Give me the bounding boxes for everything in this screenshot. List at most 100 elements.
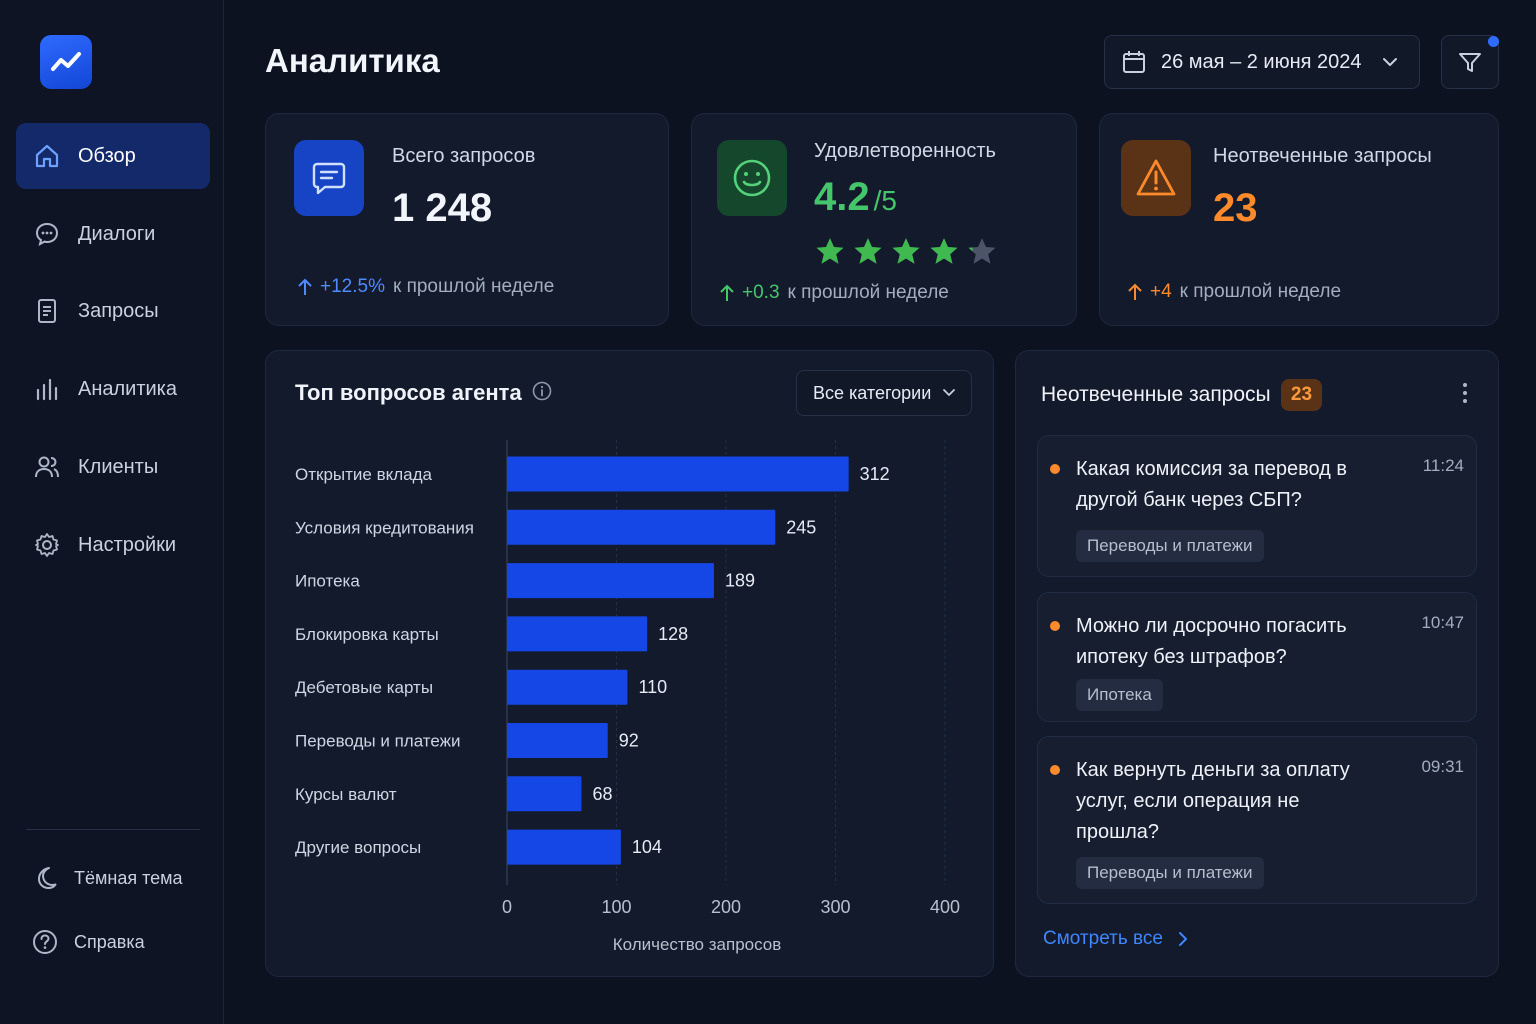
bar	[507, 669, 628, 705]
sidebar-item-label: Настройки	[78, 533, 177, 556]
bar-value-label: 104	[632, 837, 662, 857]
unanswered-request-item[interactable]: Как вернуть деньги за оплату услуг, если…	[1037, 736, 1477, 904]
star-icon	[854, 238, 882, 264]
category-label: Другие вопросы	[295, 838, 421, 857]
sidebar-item-label: Клиенты	[78, 455, 159, 478]
request-time: 11:24	[1422, 456, 1464, 475]
chevron-down-icon	[1383, 58, 1397, 66]
category-label: Дебетовые карты	[295, 678, 433, 697]
unanswered-request-item[interactable]: Какая комиссия за перевод в другой банк …	[1037, 435, 1477, 577]
star-icon	[930, 238, 958, 264]
chevron-right-icon	[1178, 932, 1187, 946]
sidebar-item-clients[interactable]: Клиенты	[16, 434, 210, 500]
warning-icon	[1121, 140, 1191, 216]
page-title: Аналитика	[265, 42, 440, 79]
request-category-tag: Переводы и платежи	[1076, 530, 1264, 562]
bar	[507, 776, 582, 812]
top-questions-bar-chart: Открытие вклада 312 Условия кредитования 24…	[295, 440, 960, 954]
kpi-unanswered-delta-suffix: к прошлой неделе	[1179, 281, 1342, 302]
help-link[interactable]: Справка	[30, 922, 145, 962]
gear-icon	[32, 530, 62, 560]
bar-chart-icon	[32, 374, 62, 404]
request-text: Какая комиссия за перевод в другой банк …	[1076, 458, 1348, 511]
top-questions-panel	[265, 350, 994, 977]
date-range-picker[interactable]: 26 мая – 2 июня 2024	[1104, 35, 1420, 89]
x-axis-label: Количество запросов	[613, 935, 782, 954]
unanswered-request-item[interactable]: Можно ли досрочно погасить ипотеку без ш…	[1037, 592, 1477, 722]
unanswered-panel-title: Неотвеченные запросы	[1041, 383, 1271, 406]
unread-dot	[1050, 464, 1060, 474]
see-all-link[interactable]: Смотреть все	[1043, 928, 1189, 950]
bar	[507, 723, 608, 758]
calendar-icon	[1123, 51, 1145, 73]
kpi-total-label: Всего запросов	[392, 145, 536, 167]
filter-button[interactable]	[1441, 35, 1499, 89]
help-circle-icon	[30, 927, 60, 957]
sidebar-item-settings[interactable]: Настройки	[16, 512, 210, 578]
sidebar-item-dialogs[interactable]: Диалоги	[16, 201, 210, 267]
star-icon	[816, 238, 844, 264]
star-icon	[968, 238, 996, 264]
sidebar-item-label: Обзор	[78, 144, 136, 167]
sidebar-item-overview[interactable]: Обзор	[16, 123, 210, 189]
arrow-up-icon	[720, 284, 734, 301]
bar-value-label: 128	[658, 624, 688, 644]
kpi-satisfaction-suffix: /5	[873, 185, 897, 216]
smile-icon	[717, 140, 787, 216]
category-label: Ипотека	[295, 572, 360, 591]
unread-dot	[1050, 621, 1060, 631]
sidebar: Обзор Диалоги Запросы Аналитика Клиенты …	[0, 0, 224, 1024]
request-category-tag: Переводы и платежи	[1076, 857, 1264, 889]
bar-value-label: 68	[592, 784, 612, 804]
category-label: Условия кредитования	[295, 518, 474, 537]
request-category-tag: Ипотека	[1076, 679, 1163, 711]
chevron-down-icon	[943, 389, 955, 396]
theme-toggle-label: Тёмная тема	[74, 867, 183, 888]
bar-value-label: 245	[786, 517, 816, 537]
chat-bubble-icon	[32, 219, 62, 249]
category-label: Блокировка карты	[295, 625, 439, 644]
bar	[507, 563, 714, 599]
kpi-unanswered-delta: +4 к прошлой неделе	[1126, 281, 1341, 303]
x-tick-label: 0	[502, 897, 512, 917]
more-options-button[interactable]	[1452, 376, 1478, 410]
star-icon	[892, 238, 920, 264]
info-icon[interactable]	[532, 381, 552, 401]
kpi-satisfaction-delta-value: +0.3	[742, 282, 780, 303]
moon-icon	[30, 863, 60, 893]
kpi-satisfaction-delta: +0.3 к прошлой неделе	[718, 282, 949, 304]
x-tick-label: 200	[711, 897, 741, 917]
x-tick-label: 300	[820, 897, 850, 917]
sidebar-item-analytics[interactable]: Аналитика	[16, 356, 210, 422]
kpi-satisfaction-value-group: 4.2 /5	[814, 175, 897, 220]
arrow-up-icon	[298, 278, 312, 295]
kpi-total-value: 1 248	[392, 186, 493, 230]
message-icon	[294, 140, 364, 216]
sidebar-item-requests[interactable]: Запросы	[16, 278, 210, 344]
request-text: Как вернуть деньги за оплату услуг, если…	[1076, 759, 1350, 843]
kpi-total-delta: +12.5% к прошлой неделе	[296, 276, 554, 298]
home-icon	[32, 141, 62, 171]
unread-dot	[1050, 765, 1060, 775]
date-range-text: 26 мая – 2 июня 2024	[1161, 50, 1362, 73]
kpi-total-delta-value: +12.5%	[320, 276, 385, 297]
document-icon	[32, 296, 62, 326]
category-label: Переводы и платежи	[295, 732, 461, 751]
filter-icon	[1459, 53, 1481, 72]
help-label: Справка	[74, 931, 145, 952]
kpi-satisfaction-value: 4.2	[814, 175, 870, 219]
kpi-unanswered-delta-value: +4	[1150, 281, 1172, 302]
category-label: Курсы валют	[295, 785, 397, 804]
request-time: 09:31	[1421, 757, 1464, 776]
users-icon	[32, 452, 62, 482]
x-tick-label: 100	[601, 897, 631, 917]
kpi-satisfaction-delta-suffix: к прошлой неделе	[787, 282, 949, 303]
bar	[507, 616, 648, 652]
app-logo[interactable]	[40, 35, 92, 89]
category-label: Открытие вклада	[295, 465, 433, 484]
x-tick-label: 400	[930, 897, 960, 917]
theme-toggle[interactable]: Тёмная тема	[30, 858, 183, 898]
bar-value-label: 110	[638, 677, 667, 697]
category-select[interactable]: Все категории	[796, 370, 972, 416]
unanswered-count-badge: 23	[1281, 379, 1322, 411]
